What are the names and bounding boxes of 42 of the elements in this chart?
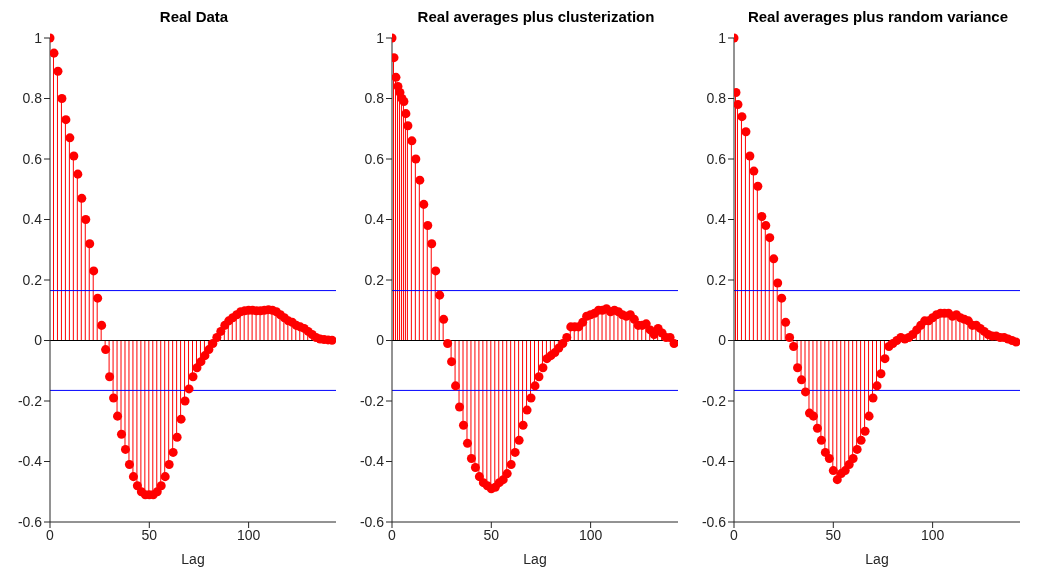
y-tick-label: -0.6	[17, 513, 43, 530]
y-tick-label: 0	[376, 332, 385, 349]
y-tick-label: -0.2	[17, 392, 43, 409]
y-tick-label: -0.4	[359, 453, 385, 470]
y-tick-label: 0.6	[364, 150, 385, 167]
chart-title: Real averages plus clusterization	[416, 8, 656, 27]
y-tick-label: -0.2	[701, 392, 727, 409]
y-tick-label: -0.4	[17, 453, 43, 470]
x-tick-label: 50	[141, 526, 158, 543]
y-tick-label: 0.8	[706, 90, 727, 107]
x-tick-label: 0	[46, 526, 55, 543]
y-tick-label: 0.6	[22, 150, 43, 167]
x-tick-label: 0	[388, 526, 397, 543]
x-tick-label: 0	[730, 526, 739, 543]
y-tick-label: 0	[718, 332, 727, 349]
y-tick-label: 0.4	[22, 211, 43, 228]
x-tick-label: 50	[483, 526, 500, 543]
x-tick-label: 100	[920, 526, 945, 543]
x-tick-label: 100	[236, 526, 261, 543]
y-tick-label: 0.4	[364, 211, 385, 228]
y-tick-label: -0.6	[359, 513, 385, 530]
y-tick-label: 0.4	[706, 211, 727, 228]
x-axis-title: Lag	[865, 551, 889, 567]
y-tick-label: 0.2	[706, 271, 727, 288]
x-axis-title: Lag	[181, 551, 205, 567]
chart-title: Real Data	[158, 8, 230, 27]
y-tick-label: 1	[34, 29, 43, 46]
y-tick-label: 0.8	[22, 90, 43, 107]
y-tick-label: 0	[34, 332, 43, 349]
y-tick-label: 0.6	[706, 150, 727, 167]
y-tick-label: -0.2	[359, 392, 385, 409]
y-tick-label: 1	[376, 29, 385, 46]
y-tick-label: 0.8	[364, 90, 385, 107]
x-axis-title: Lag	[523, 551, 547, 567]
y-tick-label: 0.2	[22, 271, 43, 288]
x-tick-label: 100	[578, 526, 603, 543]
y-tick-label: 1	[718, 29, 727, 46]
y-tick-label: -0.6	[701, 513, 727, 530]
x-tick-label: 50	[825, 526, 842, 543]
y-tick-label: 0.2	[364, 271, 385, 288]
chart-title: Real averages plus random variance	[746, 8, 1010, 27]
y-tick-label: -0.4	[701, 453, 727, 470]
